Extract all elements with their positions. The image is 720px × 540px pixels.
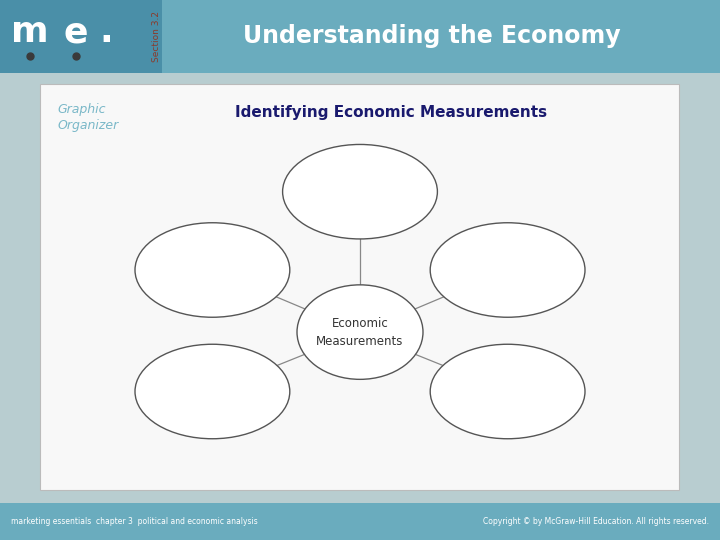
Ellipse shape — [135, 345, 289, 438]
Text: marketing essentials  chapter 3  political and economic analysis: marketing essentials chapter 3 political… — [11, 517, 258, 526]
Ellipse shape — [135, 222, 289, 317]
Text: Economic
Measurements: Economic Measurements — [316, 316, 404, 348]
Bar — [0, 0, 162, 73]
Text: m: m — [12, 15, 49, 49]
Text: Identifying Economic Measurements: Identifying Economic Measurements — [235, 105, 547, 120]
Ellipse shape — [430, 345, 585, 438]
Ellipse shape — [430, 222, 585, 317]
Text: Graphic
Organizer: Graphic Organizer — [58, 103, 119, 132]
Ellipse shape — [283, 144, 438, 239]
Text: e: e — [63, 15, 88, 49]
Bar — [0, 503, 720, 540]
Text: Understanding the Economy: Understanding the Economy — [243, 24, 621, 49]
Text: Section 3.2: Section 3.2 — [152, 11, 161, 62]
Text: .: . — [100, 15, 113, 49]
Bar — [0, 0, 720, 73]
Ellipse shape — [297, 285, 423, 379]
Bar — [40, 84, 679, 490]
Text: Copyright © by McGraw-Hill Education. All rights reserved.: Copyright © by McGraw-Hill Education. Al… — [483, 517, 709, 526]
